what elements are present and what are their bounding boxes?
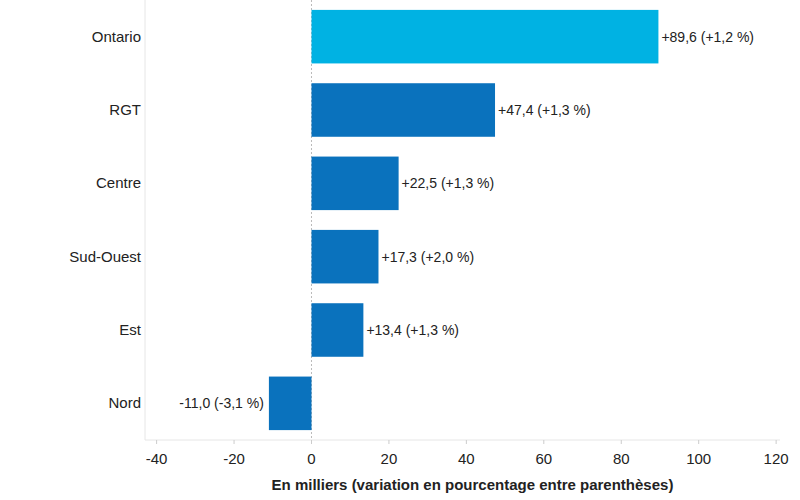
bar — [269, 377, 312, 431]
bar — [311, 230, 378, 284]
x-tick-label: 60 — [535, 450, 552, 467]
x-tick — [388, 440, 389, 444]
data-label: +13,4 (+1,3 %) — [366, 322, 459, 338]
x-tick — [311, 440, 312, 444]
x-tick — [466, 440, 467, 444]
bars — [269, 10, 659, 430]
data-label: -11,0 (-3,1 %) — [179, 395, 264, 411]
x-tick — [698, 440, 699, 444]
bar — [311, 83, 495, 137]
bar — [311, 10, 658, 64]
x-tick-label: 120 — [764, 450, 789, 467]
category-label: RGT — [109, 101, 141, 118]
bar — [311, 303, 363, 357]
x-tick-label: 0 — [307, 450, 315, 467]
x-tick-label: -40 — [146, 450, 168, 467]
category-label: Sud-Ouest — [69, 248, 142, 265]
x-tick — [621, 440, 622, 444]
zero-line — [311, 0, 312, 440]
x-axis-line — [145, 440, 780, 441]
labels: Ontario +89,6 (+1,2 %) RGT +47,4 (+1,3 %) Ce… — [69, 28, 754, 412]
data-label: +47,4 (+1,3 %) — [498, 102, 591, 118]
plot-frame — [145, 0, 146, 440]
x-tick — [156, 440, 157, 444]
x-tick — [543, 440, 544, 444]
x-tick — [776, 440, 777, 444]
category-label: Est — [119, 321, 142, 338]
x-tick-label: 20 — [381, 450, 398, 467]
category-label: Centre — [96, 174, 141, 191]
category-label: Ontario — [92, 28, 141, 45]
chart: -40 -20 0 20 40 60 80 100 120 Ontario +89,6 (+1,2 … — [0, 0, 800, 500]
data-label: +22,5 (+1,3 %) — [402, 175, 495, 191]
x-tick-label: 40 — [458, 450, 475, 467]
data-label: +89,6 (+1,2 %) — [661, 29, 754, 45]
x-tick-label: 100 — [686, 450, 711, 467]
x-tick — [234, 440, 235, 444]
x-tick-label: 80 — [613, 450, 630, 467]
category-label: Nord — [108, 394, 141, 411]
data-label: +17,3 (+2,0 %) — [381, 249, 474, 265]
x-tick-label: -20 — [223, 450, 245, 467]
x-axis-title: En milliers (variation en pourcentage en… — [272, 476, 674, 493]
bar — [311, 157, 398, 211]
